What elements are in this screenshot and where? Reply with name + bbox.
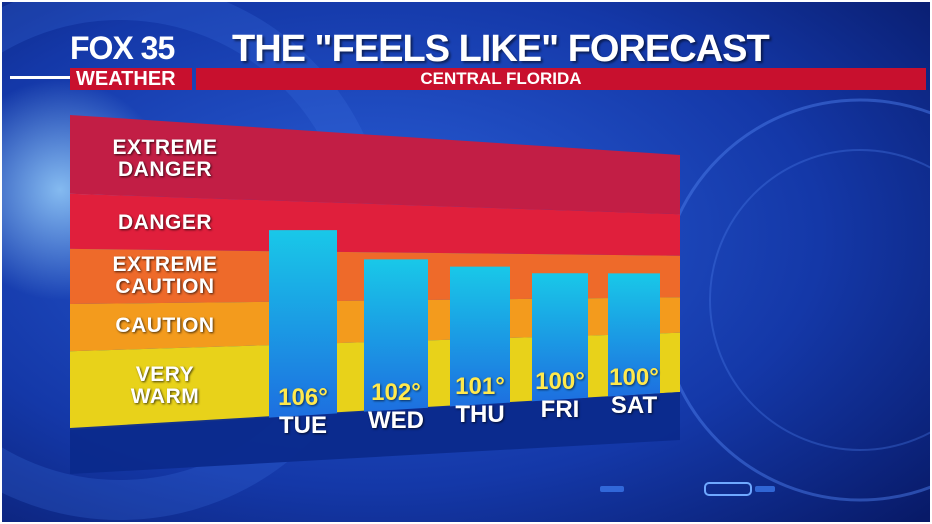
bar-value-label: 102° (371, 378, 421, 406)
zone-label-line: DANGER (117, 158, 212, 182)
chart-subtitle: CENTRAL FLORIDA (420, 69, 582, 88)
zone-label-line: WARM (130, 385, 200, 409)
bar (450, 266, 510, 407)
zone-label: DANGER (70, 212, 260, 234)
zone-label-line: VERY (135, 363, 195, 387)
bar-value-label: 100° (535, 368, 585, 396)
bar (532, 273, 588, 402)
zone-band (70, 115, 680, 215)
zone-label-line: CAUTION (115, 313, 215, 337)
logo-text: FOX 35 (70, 30, 175, 66)
station-logo: FOX 35 WEATHER (70, 30, 192, 90)
day-label: THU (455, 401, 505, 429)
day-label: FRI (540, 396, 580, 424)
zone-label: VERY WARM (70, 364, 260, 408)
zone-band (70, 193, 680, 256)
bar-value-label: 100° (609, 363, 659, 391)
zone-label-line: EXTREME (112, 253, 218, 277)
zone-label-line: DANGER (117, 211, 212, 235)
title-banner (196, 68, 926, 90)
zone-label-line: CAUTION (115, 275, 215, 299)
bar (608, 273, 660, 397)
bar (269, 230, 337, 418)
day-label: TUE (279, 412, 327, 440)
zone-label: EXTREME DANGER (70, 137, 260, 181)
bar (364, 259, 428, 412)
divider (10, 76, 70, 79)
zone-label: CAUTION (70, 313, 260, 337)
logo-subtext: WEATHER (70, 68, 192, 90)
zone-label: EXTREME CAUTION (70, 254, 260, 298)
zone-label-line: EXTREME (112, 136, 218, 160)
chart-base (70, 392, 680, 474)
chart-title: THE "FEELS LIKE" FORECAST (232, 28, 770, 70)
bar-value-label: 101° (455, 373, 505, 401)
day-label: SAT (610, 391, 658, 419)
bar-value-label: 106° (278, 384, 328, 412)
day-label: WED (368, 406, 424, 434)
